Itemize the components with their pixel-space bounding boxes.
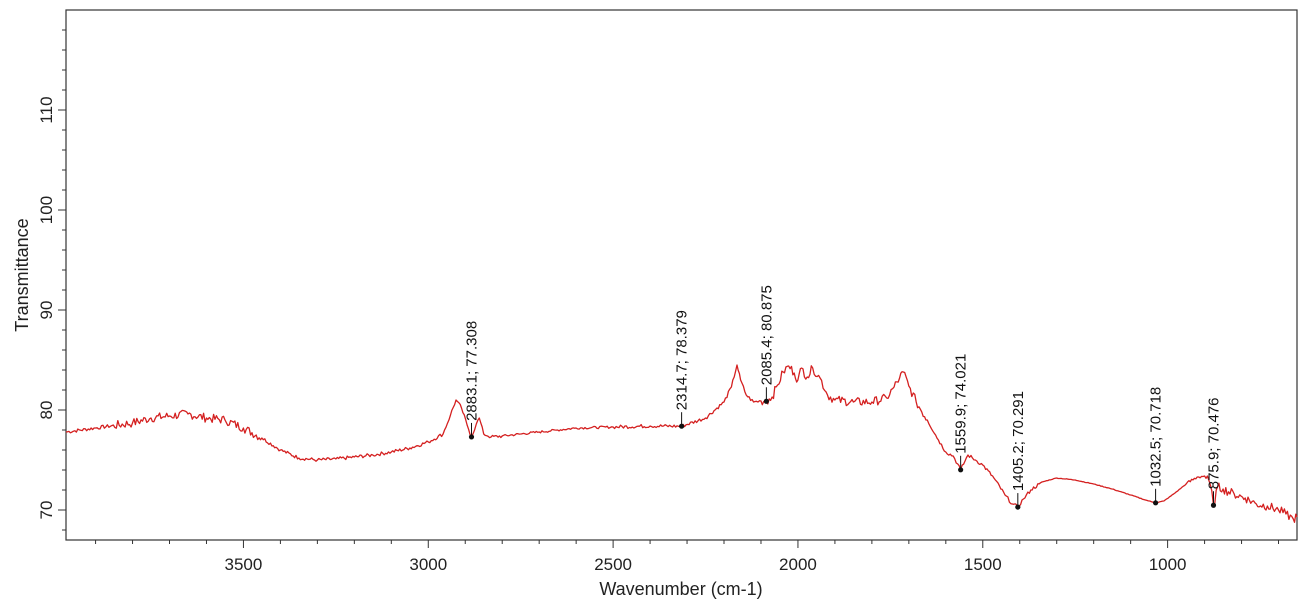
y-axis: 70 80 90 100 110 bbox=[37, 29, 66, 531]
y-tick-label: 90 bbox=[37, 301, 56, 320]
x-tick-label: 2500 bbox=[594, 555, 632, 574]
peak-marker bbox=[763, 398, 769, 404]
peak-label: 2314.7; 78.379 bbox=[674, 310, 691, 410]
y-tick-label: 70 bbox=[37, 501, 56, 520]
peak-label: 1559.9; 74.021 bbox=[953, 354, 970, 454]
transmittance-line bbox=[65, 364, 1298, 523]
peak-label: 2883.1; 77.308 bbox=[463, 321, 480, 421]
peak-marker bbox=[1153, 500, 1159, 506]
peak-label: 875.9; 70.476 bbox=[1205, 397, 1222, 489]
peak-marker bbox=[1015, 504, 1021, 510]
x-axis-title: Wavenumber (cm-1) bbox=[599, 579, 762, 599]
y-tick-label: 80 bbox=[37, 401, 56, 420]
x-tick-label: 1500 bbox=[964, 555, 1002, 574]
peak-label: 1405.2; 70.291 bbox=[1010, 391, 1027, 491]
x-axis: 3500 3000 2500 2000 1500 1000 bbox=[95, 540, 1280, 574]
x-tick-label: 3000 bbox=[409, 555, 447, 574]
peak-label: 1032.5; 70.718 bbox=[1148, 387, 1165, 487]
y-axis-title: Transmittance bbox=[12, 218, 32, 331]
y-tick-label: 110 bbox=[37, 96, 56, 123]
peak-annotations: 2883.1; 77.308 2314.7; 78.379 2085.4; 80.8… bbox=[463, 285, 1222, 510]
x-tick-label: 1000 bbox=[1149, 555, 1187, 574]
peak-marker bbox=[1210, 502, 1217, 508]
x-tick-label: 2000 bbox=[779, 555, 817, 574]
plot-frame bbox=[65, 9, 1298, 541]
peak-marker bbox=[958, 467, 964, 473]
peak-label: 2085.4; 80.875 bbox=[758, 285, 775, 385]
peak-marker bbox=[679, 423, 685, 429]
x-tick-label: 3500 bbox=[225, 555, 263, 574]
peak-marker bbox=[468, 434, 475, 440]
y-tick-label: 100 bbox=[37, 196, 56, 224]
